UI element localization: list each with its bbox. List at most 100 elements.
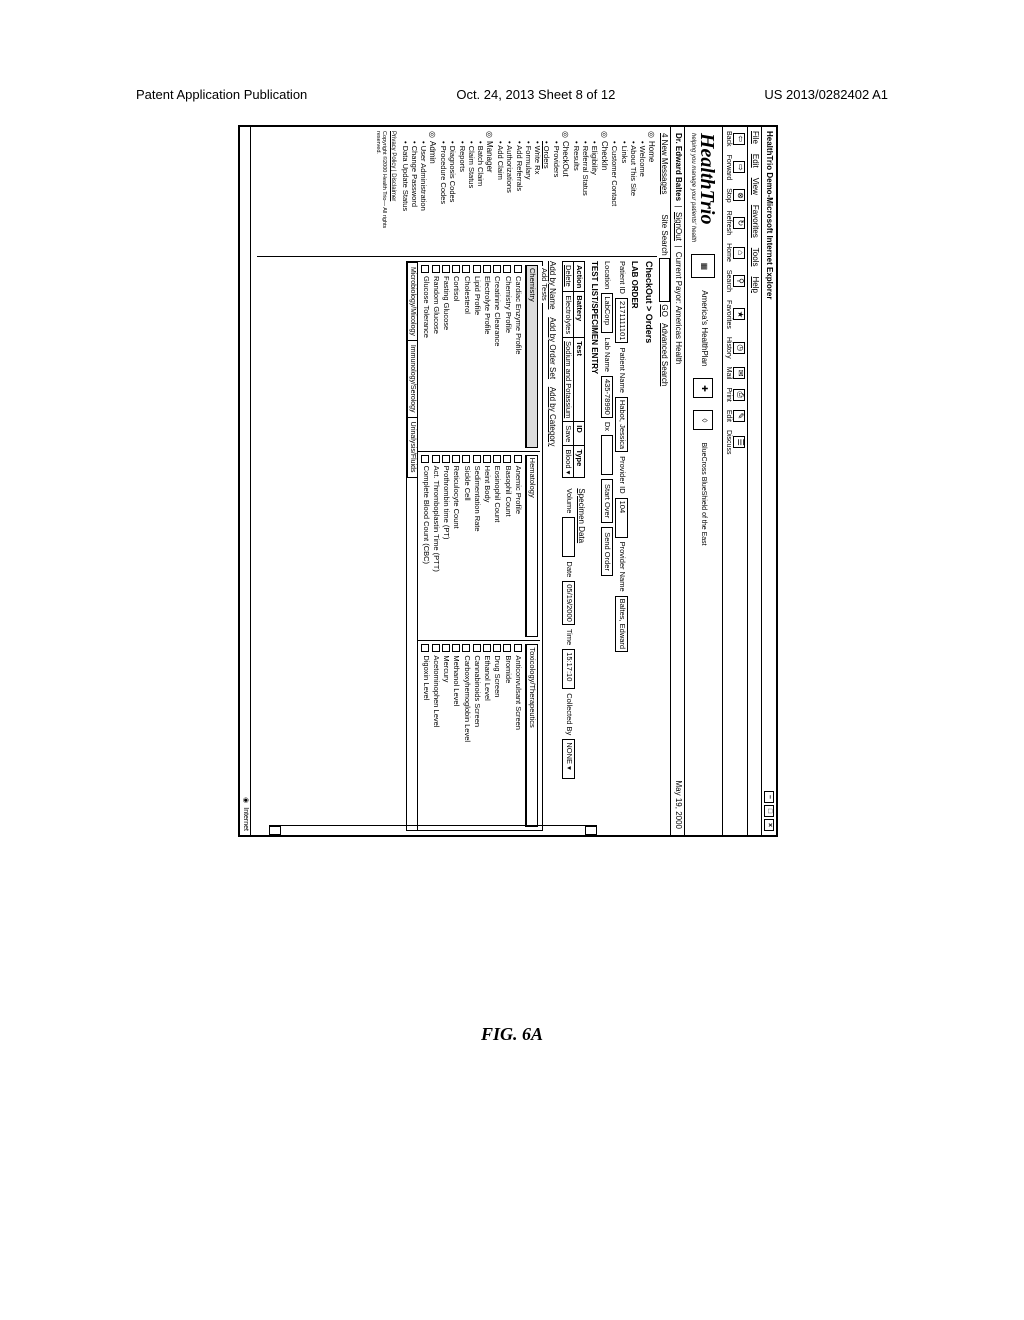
sidebar-item[interactable]: Customer Contact xyxy=(610,141,619,252)
sidebar-group-head[interactable]: Home xyxy=(647,131,656,252)
test-checkbox-item[interactable]: Eosinophil Count xyxy=(492,455,502,638)
volume-field[interactable] xyxy=(562,517,574,557)
checkbox-icon[interactable] xyxy=(421,265,429,273)
checkbox-icon[interactable] xyxy=(514,265,522,273)
sidebar-item[interactable]: Data Update Status xyxy=(400,141,409,252)
sidebar-item[interactable]: Formulary xyxy=(523,141,532,252)
site-search-input[interactable] xyxy=(659,258,670,302)
test-checkbox-item[interactable]: Lipid Profile xyxy=(472,265,482,448)
test-checkbox-item[interactable]: Random Glucose xyxy=(431,265,441,448)
provider-name-field[interactable]: Baltes, Edward xyxy=(615,596,627,652)
menu-edit[interactable]: Edit xyxy=(750,154,759,168)
menu-tools[interactable]: Tools xyxy=(750,248,759,267)
checkbox-icon[interactable] xyxy=(473,455,481,463)
test-checkbox-item[interactable]: Chemistry Profile xyxy=(502,265,512,448)
category-head-chemistry[interactable]: Chemistry xyxy=(525,265,538,448)
close-icon[interactable]: × xyxy=(764,819,774,831)
sidebar-item[interactable]: Referral Status xyxy=(580,141,589,252)
tab-urinalysis[interactable]: Urinalysis/Fluids xyxy=(407,417,418,478)
menu-favorites[interactable]: Favorites xyxy=(750,205,759,238)
test-checkbox-item[interactable]: Mercury xyxy=(441,644,451,827)
test-link[interactable]: Sodium and Potassium xyxy=(564,341,573,418)
sidebar-item[interactable]: Welcome xyxy=(637,141,646,252)
time-field[interactable]: 15:17:10 xyxy=(562,649,574,689)
test-checkbox-item[interactable]: Acetominophen Level xyxy=(431,644,441,827)
type-select[interactable]: Blood ▾ xyxy=(564,449,573,474)
home-button[interactable]: ⌂Home xyxy=(725,243,746,262)
test-checkbox-item[interactable]: Heint Body xyxy=(482,455,492,638)
patient-id-field[interactable]: 2171111101 xyxy=(615,298,627,344)
sidebar-group-head[interactable]: Manager xyxy=(485,131,494,252)
test-checkbox-item[interactable]: Glucose Tolerance xyxy=(420,265,430,448)
mail-button[interactable]: ✉Mail xyxy=(725,367,746,380)
sidebar-item[interactable]: Eligibility xyxy=(589,141,598,252)
sidebar-item[interactable]: Add Claim xyxy=(495,141,504,252)
go-link[interactable]: GO xyxy=(660,304,669,316)
sidebar-item[interactable]: Add Referrals xyxy=(514,141,523,252)
checkbox-icon[interactable] xyxy=(503,265,511,273)
menu-help[interactable]: Help xyxy=(750,276,759,292)
checkbox-icon[interactable] xyxy=(483,455,491,463)
favorites-button[interactable]: ★Favorites xyxy=(725,300,746,329)
scrollbar-vertical[interactable] xyxy=(269,825,597,835)
sidebar-item[interactable]: Change Password xyxy=(409,141,418,252)
test-checkbox-item[interactable]: Act. Thromboplastin Time (PTT) xyxy=(431,455,441,638)
test-checkbox-item[interactable]: Electrolyte Profile xyxy=(482,265,492,448)
sidebar-item[interactable]: Results xyxy=(571,141,580,252)
test-checkbox-item[interactable]: Cardiac Enzyme Profile xyxy=(513,265,523,448)
checkbox-icon[interactable] xyxy=(442,644,450,652)
checkbox-icon[interactable] xyxy=(452,455,460,463)
test-checkbox-item[interactable]: Reticulocyte Count xyxy=(451,455,461,638)
test-checkbox-item[interactable]: Ethanol Level xyxy=(482,644,492,827)
stop-button[interactable]: ⊗Stop xyxy=(725,188,746,202)
sidebar-item[interactable]: Links xyxy=(619,141,628,252)
save-button[interactable]: Save xyxy=(564,425,573,442)
sidebar-item[interactable]: Diagnosis Codes xyxy=(448,141,457,252)
test-checkbox-item[interactable]: Anticonvulsant Screen xyxy=(513,644,523,827)
sidebar-item[interactable]: Claim Status xyxy=(466,141,475,252)
category-head-hematology[interactable]: Hematology xyxy=(525,455,538,638)
test-checkbox-item[interactable]: Bromide xyxy=(502,644,512,827)
tab-microbiology[interactable]: Microbiology/Micology xyxy=(407,262,418,341)
checkbox-icon[interactable] xyxy=(442,265,450,273)
checkbox-icon[interactable] xyxy=(432,644,440,652)
checkbox-icon[interactable] xyxy=(462,455,470,463)
edit-button[interactable]: ✎Edit xyxy=(725,410,746,422)
sidebar-item[interactable]: Batch Claim xyxy=(475,141,484,252)
checkbox-icon[interactable] xyxy=(493,455,501,463)
test-checkbox-item[interactable]: Basophil Count xyxy=(502,455,512,638)
test-checkbox-item[interactable]: Digoxin Level xyxy=(420,644,430,827)
checkbox-icon[interactable] xyxy=(493,265,501,273)
provider-id-field[interactable]: 104 xyxy=(615,498,627,538)
test-checkbox-item[interactable]: Cortisol xyxy=(451,265,461,448)
maximize-icon[interactable]: □ xyxy=(764,805,774,817)
test-checkbox-item[interactable]: Fasting Glucose xyxy=(441,265,451,448)
patient-name-field[interactable]: Habot, Jessica xyxy=(615,397,627,452)
minimize-icon[interactable]: – xyxy=(764,791,774,803)
checkbox-icon[interactable] xyxy=(462,265,470,273)
checkbox-icon[interactable] xyxy=(452,265,460,273)
checkbox-icon[interactable] xyxy=(421,644,429,652)
test-checkbox-item[interactable]: Anemic Profile xyxy=(513,455,523,638)
sidebar-group-head[interactable]: Admin xyxy=(428,131,437,252)
checkbox-icon[interactable] xyxy=(452,644,460,652)
checkbox-icon[interactable] xyxy=(473,265,481,273)
category-head-toxicology[interactable]: Toxicology/Therapeutics xyxy=(525,644,538,827)
sidebar-group-head[interactable]: CheckIn xyxy=(599,131,608,252)
sidebar-item[interactable]: Providers xyxy=(551,141,560,252)
history-button[interactable]: ◷History xyxy=(725,337,746,359)
messages-link[interactable]: 4 New Messages xyxy=(659,133,668,194)
checkbox-icon[interactable] xyxy=(442,455,450,463)
tab-immunology[interactable]: Immunology/Serology xyxy=(407,340,418,418)
collected-by-select[interactable]: NONE ▾ xyxy=(562,739,574,779)
checkbox-icon[interactable] xyxy=(462,644,470,652)
menu-view[interactable]: View xyxy=(750,178,759,195)
print-button[interactable]: ⎙Print xyxy=(725,387,746,401)
sidebar-item[interactable]: Orders xyxy=(542,141,551,252)
checkbox-icon[interactable] xyxy=(473,644,481,652)
test-checkbox-item[interactable]: Prothrombin time (PT) xyxy=(441,455,451,638)
sidebar-item[interactable]: User Administration xyxy=(418,141,427,252)
checkbox-icon[interactable] xyxy=(432,455,440,463)
test-checkbox-item[interactable]: Cholesterol xyxy=(461,265,471,448)
checkbox-icon[interactable] xyxy=(503,644,511,652)
